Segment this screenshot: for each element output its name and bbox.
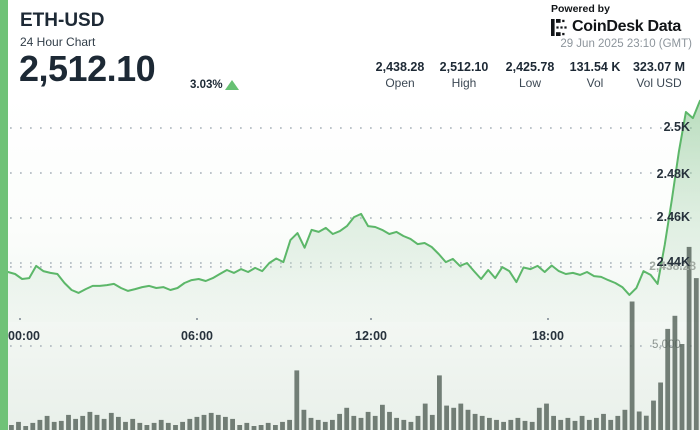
brand-name[interactable]: CoinDesk Data bbox=[572, 18, 682, 35]
stat-vol-usd-value: 323.07 M bbox=[632, 60, 686, 74]
volume-bars bbox=[9, 246, 699, 430]
stat-high: 2,512.10 High bbox=[440, 60, 489, 91]
stat-vol: 131.54 K Vol bbox=[570, 60, 621, 91]
x-axis-ticks bbox=[19, 318, 549, 320]
stat-vol-value: 131.54 K bbox=[569, 60, 621, 74]
accent-bar bbox=[0, 0, 8, 430]
stat-open-label: Open bbox=[385, 76, 415, 90]
stat-vol-usd: 323.07 M Vol USD bbox=[633, 60, 685, 91]
y-axis-label-2-5k: 2.5K bbox=[663, 120, 690, 134]
up-arrow-icon bbox=[225, 80, 239, 90]
attribution-block: Powered by CoinDesk Data 29 Jun 2025 23:… bbox=[542, 3, 692, 50]
y-axis-label-2-44k: 2.44K bbox=[656, 255, 690, 269]
y-axis-label-2-48k: 2.48K bbox=[656, 167, 690, 181]
current-price: 2,512.10 bbox=[19, 48, 156, 89]
powered-by-text: Powered by bbox=[551, 3, 610, 15]
stat-low: 2,425.78 Low bbox=[506, 60, 555, 91]
stat-open: 2,438.28 Open bbox=[376, 60, 425, 91]
x-axis-label-0000: 00:00 bbox=[8, 329, 40, 343]
x-axis-label-1800: 18:00 bbox=[532, 329, 564, 343]
brand-row[interactable]: CoinDesk Data bbox=[551, 18, 692, 36]
stat-vol-label: Vol bbox=[586, 76, 604, 90]
stat-open-value: 2,438.28 bbox=[375, 60, 425, 74]
x-axis-label-0600: 06:00 bbox=[181, 329, 213, 343]
open-price-line-label: 2,438.28 bbox=[649, 259, 696, 273]
y-axis-label-2-46k: 2.46K bbox=[656, 210, 690, 224]
timestamp: 29 Jun 2025 23:10 (GMT) bbox=[560, 38, 692, 50]
stat-low-value: 2,425.78 bbox=[505, 60, 555, 74]
stat-high-label: High bbox=[451, 76, 477, 90]
price-area-fill bbox=[8, 100, 700, 322]
symbol-title: ETH-USD bbox=[20, 10, 105, 31]
price-line bbox=[7, 99, 700, 296]
x-axis-label-1200: 12:00 bbox=[355, 329, 387, 343]
stat-high-value: 2,512.10 bbox=[439, 60, 489, 74]
widget-header: ETH-USD 24 Hour Chart 2,512.10 3.03% 2,4… bbox=[0, 0, 700, 100]
stat-low-label: Low bbox=[518, 76, 542, 90]
chart-subtitle: 24 Hour Chart bbox=[20, 35, 96, 49]
stat-vol-usd-label: Vol USD bbox=[636, 76, 682, 90]
coindesk-logo-icon bbox=[551, 18, 567, 36]
change-percent: 3.03% bbox=[190, 79, 223, 91]
